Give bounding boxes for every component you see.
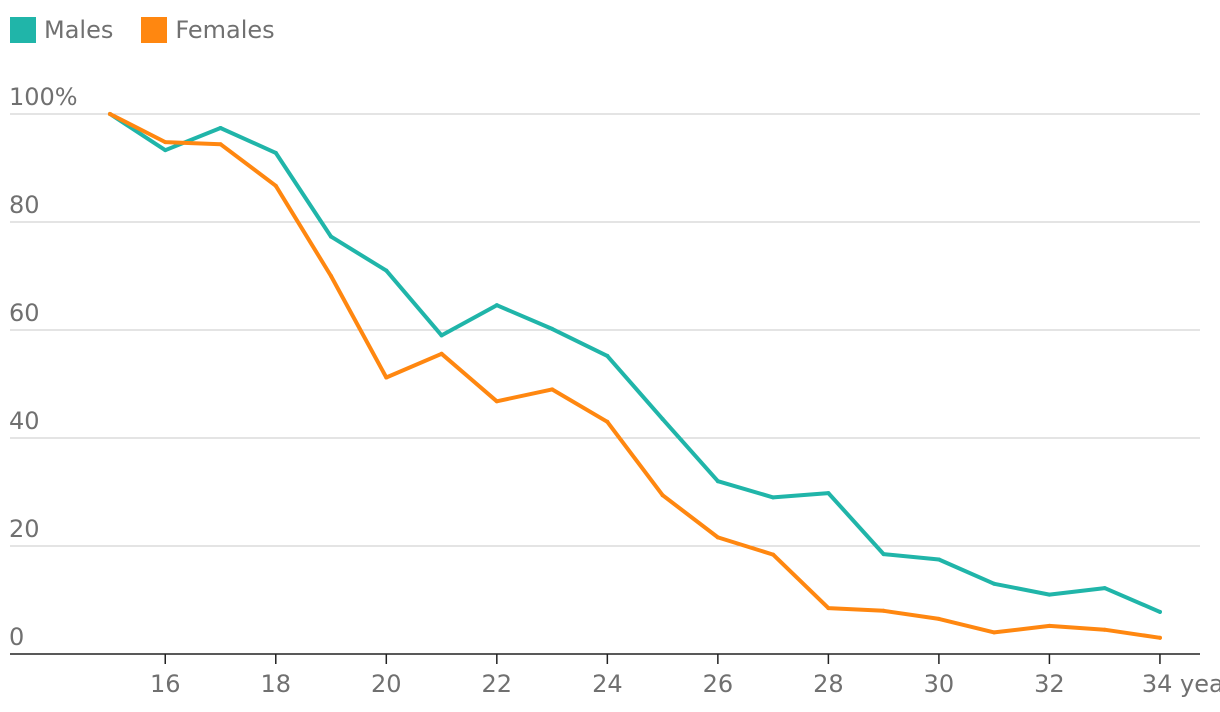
series-line-males [108,112,1162,614]
data-point-females [826,606,831,611]
data-point-females [605,419,610,424]
data-point-males [1102,586,1107,591]
x-tick-label: 28 [813,670,844,698]
data-point-males [384,268,389,273]
x-tick-label: 16 [150,670,181,698]
x-tick-label: 34 years [1142,670,1220,698]
data-point-females [550,387,555,392]
legend-swatch-females [141,17,168,43]
x-axis-labels: 16 18 20 22 24 26 28 30 32 34 years [150,654,1220,698]
data-point-males [881,552,886,557]
data-point-females [936,616,941,621]
data-point-females [1157,635,1162,640]
y-tick-label: 20 [9,515,40,543]
data-point-males [273,150,278,155]
data-point-males [1157,609,1162,614]
data-point-females [715,535,720,540]
legend-label-males: Males [44,16,114,44]
data-point-males [218,126,223,131]
x-tick-label: 20 [371,670,402,698]
y-tick-label: 40 [9,407,40,435]
x-tick-label: 26 [703,670,734,698]
legend-swatch-males [10,17,36,43]
y-tick-label: 80 [9,191,40,219]
grid-layer [10,113,1200,655]
data-point-females [384,375,389,380]
data-point-males [1047,592,1052,597]
data-point-males [660,417,665,422]
y-axis-labels: 0 20 40 60 80 100% [9,83,78,651]
data-point-males [936,557,941,562]
x-tick-label: 30 [924,670,955,698]
y-tick-label: 0 [9,623,24,651]
data-point-males [992,581,997,586]
series-layer [108,112,1162,640]
data-point-females [881,608,886,613]
data-point-males [494,303,499,308]
legend: Males Females [10,16,303,44]
legend-item-females: Females [141,16,275,44]
x-tick-label: 24 [592,670,623,698]
data-point-males [826,491,831,496]
data-point-females [218,142,223,147]
x-tick-label: 22 [482,670,513,698]
y-tick-label: 100% [9,83,78,111]
data-point-females [108,112,112,116]
legend-item-males: Males [10,16,113,44]
data-point-females [273,183,278,188]
data-point-females [992,630,997,635]
data-point-females [1047,623,1052,628]
data-point-males [771,495,776,500]
data-point-males [329,234,334,239]
data-point-males [550,326,555,331]
data-point-males [715,479,720,484]
legend-label-females: Females [175,16,275,44]
data-point-males [439,333,444,338]
data-point-females [329,274,334,278]
y-tick-label: 60 [9,299,40,327]
series-line-females [108,112,1162,640]
data-point-females [1102,627,1107,632]
data-point-males [163,148,168,153]
data-point-females [163,140,168,145]
x-tick-label: 32 [1034,670,1065,698]
data-point-females [771,552,776,557]
data-point-males [605,353,610,358]
data-point-females [494,399,499,404]
data-point-females [439,351,444,356]
x-tick-label: 18 [261,670,292,698]
data-point-females [660,493,665,498]
